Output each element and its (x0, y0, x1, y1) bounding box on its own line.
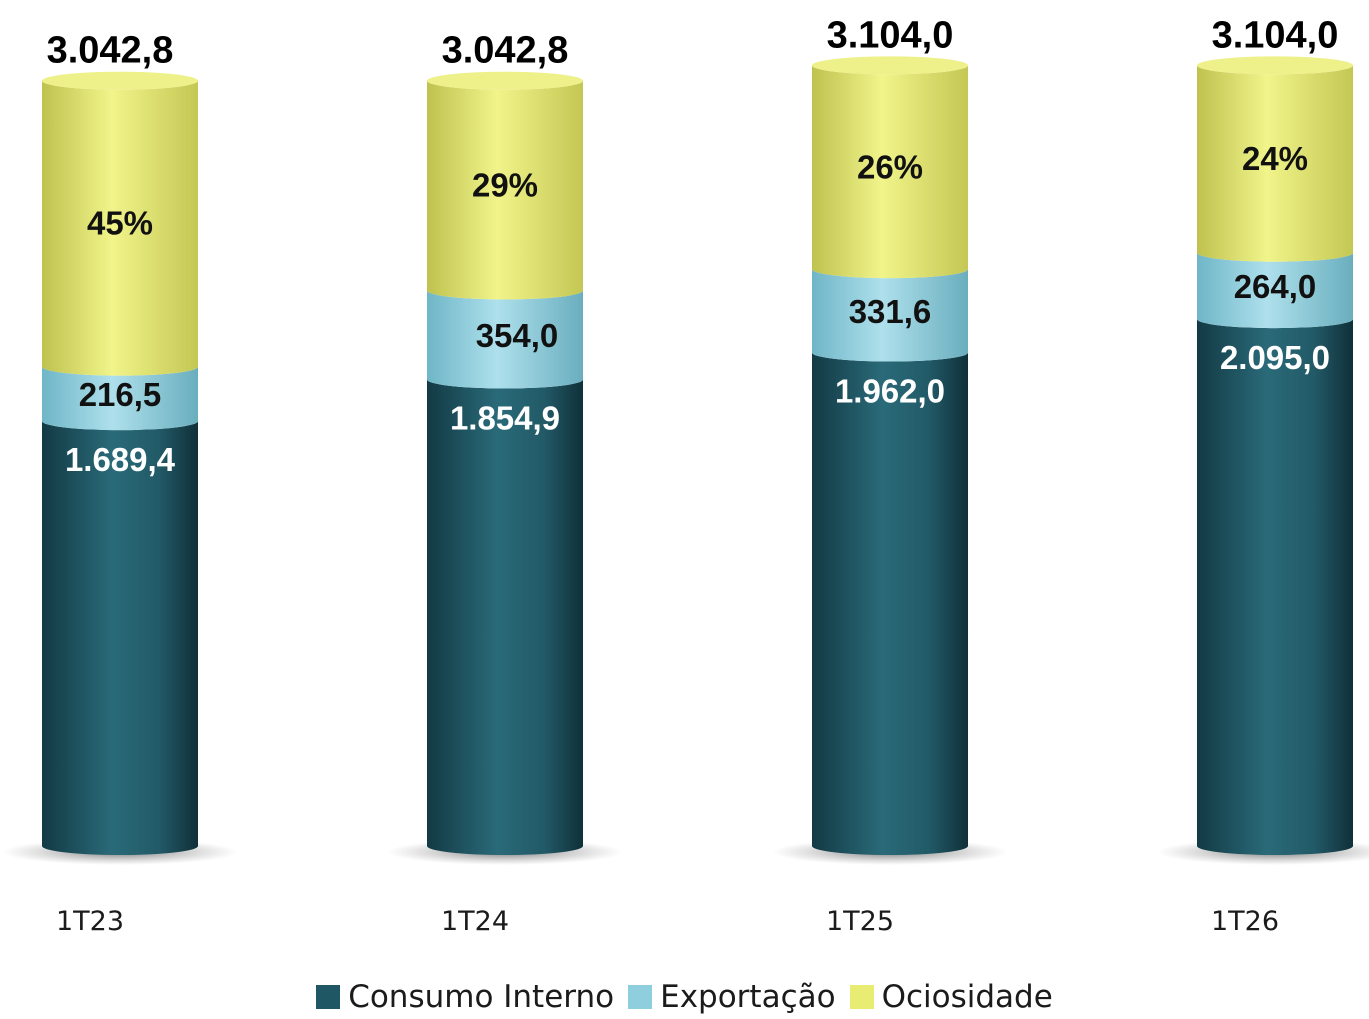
data-label-exportacao-1T26: 264,0 (1234, 268, 1317, 305)
bar-top-cap-1T24 (427, 71, 583, 90)
data-label-ociosidade-1T24: 29% (472, 167, 538, 204)
data-label-consumo-1T24: 1.854,9 (450, 399, 560, 436)
bar-segment-ociosidade-1T25 (812, 65, 968, 279)
bar-top-cap-1T23 (42, 71, 198, 90)
data-label-ociosidade-1T23: 45% (87, 205, 153, 242)
x-tick-label-1T26: 1T26 (1211, 906, 1279, 937)
x-tick-label-1T25: 1T25 (826, 906, 894, 937)
bar-segment-consumo-1T24 (427, 379, 583, 855)
total-label-1T25: 3.104,0 (827, 14, 954, 56)
legend-swatch-consumo (316, 985, 341, 1009)
bar-segment-consumo-1T25 (812, 352, 968, 855)
data-label-exportacao-1T24: 354,0 (476, 317, 559, 354)
legend-swatch-exportacao (628, 985, 653, 1009)
legend-item-exportacao: Exportação (628, 979, 836, 1015)
bar-segment-consumo-1T23 (42, 421, 198, 855)
total-label-1T23: 3.042,8 (47, 30, 174, 72)
data-label-consumo-1T26: 2.095,0 (1220, 339, 1330, 376)
data-label-exportacao-1T23: 216,5 (79, 376, 162, 413)
data-label-consumo-1T23: 1.689,4 (65, 441, 176, 478)
bar-segment-ociosidade-1T24 (427, 80, 583, 300)
bar-segment-exportacao-1T24 (427, 290, 583, 389)
legend-item-consumo: Consumo Interno (316, 979, 614, 1015)
legend-item-ociosidade: Ociosidade (849, 979, 1053, 1015)
bar-segment-exportacao-1T25 (812, 269, 968, 362)
bar-segment-exportacao-1T26 (1197, 252, 1353, 329)
bar-top-cap-1T25 (812, 56, 968, 75)
legend-label-ociosidade: Ociosidade (881, 979, 1053, 1015)
legend-label-exportacao: Exportação (660, 979, 836, 1015)
total-label-1T24: 3.042,8 (442, 30, 569, 72)
bar-segment-ociosidade-1T23 (42, 80, 199, 376)
bar-segment-exportacao-1T23 (42, 366, 199, 431)
bar-segment-consumo-1T26 (1197, 319, 1353, 855)
legend-swatch-ociosidade (849, 985, 874, 1009)
data-label-ociosidade-1T25: 26% (857, 148, 923, 185)
data-label-ociosidade-1T26: 24% (1242, 140, 1308, 177)
x-tick-label-1T24: 1T24 (441, 906, 509, 937)
bar-segment-ociosidade-1T26 (1197, 65, 1353, 262)
total-label-1T26: 3.104,0 (1212, 14, 1339, 56)
data-label-consumo-1T25: 1.962,0 (835, 373, 945, 410)
x-tick-label-1T23: 1T23 (56, 906, 124, 937)
legend-label-consumo: Consumo Interno (348, 979, 615, 1015)
legend: Consumo Interno Exportação Ociosidade (0, 975, 1369, 1019)
data-label-exportacao-1T25: 331,6 (849, 293, 932, 330)
bar-top-cap-1T26 (1197, 56, 1353, 75)
